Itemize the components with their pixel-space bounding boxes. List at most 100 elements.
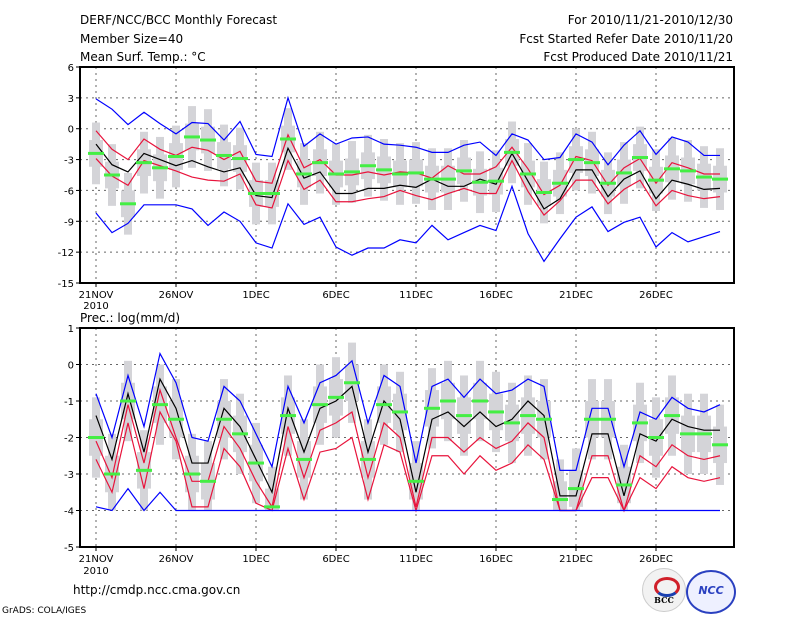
prec-marker — [648, 436, 664, 439]
prec-ytick-label: 0 — [68, 361, 74, 372]
prec-marker — [296, 457, 312, 461]
temp-ytick-label: -6 — [64, 186, 74, 197]
prec-marker — [232, 432, 248, 436]
temp-frame — [79, 66, 735, 284]
prec-marker — [104, 472, 120, 476]
prec-marker — [632, 421, 648, 425]
bcc-logo-text: BCC — [654, 595, 674, 605]
temp-marker — [216, 153, 232, 157]
temp-marker — [232, 157, 248, 161]
prec-marker — [136, 468, 152, 472]
prec-marker — [584, 417, 600, 421]
forecast-period: For 2010/11/21-2010/12/30 — [567, 13, 733, 27]
temp-marker — [408, 171, 424, 175]
prec-marker — [168, 417, 184, 421]
prec-year-label: 2010 — [83, 566, 108, 577]
temp-marker — [360, 164, 376, 168]
prec-ytick-label: 1 — [68, 324, 74, 335]
prec-marker — [680, 432, 696, 436]
prec-marker — [456, 414, 472, 418]
prec-xtick-label: 21DEC — [559, 554, 593, 565]
prec-marker — [392, 410, 408, 414]
temp-marker — [152, 166, 168, 170]
bottom-variable-label: Prec.: log(mm/d) — [80, 311, 181, 325]
temp-marker — [280, 137, 296, 141]
temp-marker — [264, 192, 280, 196]
prec-series-max — [95, 351, 721, 471]
temp-marker — [472, 180, 488, 184]
prec-marker — [280, 414, 296, 418]
temp-marker — [456, 169, 472, 173]
temp-ytick-label: 3 — [68, 94, 74, 105]
prec-ytick-label: -1 — [64, 397, 74, 408]
temp-xtick-label: 26NOV — [159, 290, 194, 301]
bcc-swirl-icon — [654, 577, 680, 597]
temp-ytick-label: -15 — [58, 279, 74, 290]
forecast-started-date: Fcst Started Refer Date 2010/11/20 — [519, 32, 733, 46]
temp-ytick-label: 6 — [68, 63, 74, 74]
temp-xtick-label: 6DEC — [322, 290, 349, 301]
temp-marker — [248, 192, 264, 196]
temp-marker — [696, 175, 712, 179]
prec-marker — [552, 498, 568, 502]
temp-marker — [424, 177, 440, 181]
prec-series-mean — [95, 377, 720, 497]
temp-marker — [376, 168, 392, 172]
temp-xtick-label: 16DEC — [479, 290, 513, 301]
temp-ytick-label: 0 — [68, 125, 74, 136]
temp-series-min — [95, 184, 721, 263]
temp-marker — [392, 172, 408, 176]
prec-marker — [440, 399, 456, 403]
prec-marker — [248, 461, 264, 465]
temp-xtick-label: 11DEC — [399, 290, 433, 301]
temp-marker — [440, 177, 456, 181]
prec-marker — [344, 381, 360, 385]
temp-marker — [712, 177, 728, 181]
prec-ytick-label: -4 — [64, 507, 74, 518]
prec-marker — [600, 417, 616, 421]
temp-marker — [184, 135, 200, 139]
prec-xtick-label: 11DEC — [399, 554, 433, 565]
temp-series-max — [95, 95, 720, 166]
grads-credit: GrADS: COLA/IGES — [2, 606, 87, 616]
chart-title: DERF/NCC/BCC Monthly Forecast — [80, 13, 278, 27]
temp-marker — [328, 172, 344, 176]
prec-ytick-label: -2 — [64, 434, 74, 445]
temp-marker — [200, 138, 216, 142]
prec-marker — [216, 417, 232, 421]
prec-marker — [712, 443, 728, 447]
temp-marker — [584, 161, 600, 165]
prec-xtick-label: 26NOV — [159, 554, 194, 565]
temp-ytick-label: -9 — [64, 217, 74, 228]
temp-marker — [504, 150, 520, 154]
ncc-logo-text: NCC — [698, 584, 724, 597]
prec-xtick-label: 26DEC — [639, 554, 673, 565]
source-url[interactable]: http://cmdp.ncc.cma.gov.cn — [73, 583, 241, 597]
prec-series-min — [95, 487, 720, 512]
prec-marker — [488, 410, 504, 414]
temp-marker — [632, 156, 648, 160]
temp-marker — [168, 154, 184, 158]
prec-marker — [536, 417, 552, 421]
temp-marker — [344, 170, 360, 174]
prec-marker — [472, 399, 488, 403]
prec-marker — [376, 403, 392, 407]
prec-marker — [200, 479, 216, 483]
temp-marker — [568, 158, 584, 162]
temp-marker — [120, 202, 136, 206]
temp-marker — [552, 181, 568, 185]
temp-series-lower — [95, 158, 721, 217]
prec-marker — [88, 436, 104, 439]
temp-series-mean — [95, 143, 721, 210]
temp-ytick-label: -3 — [64, 156, 74, 167]
temp-ytick-label: -12 — [58, 248, 74, 259]
prec-marker — [408, 479, 424, 483]
temp-xtick-label: 21DEC — [559, 290, 593, 301]
prec-marker — [424, 406, 440, 410]
temp-xtick-label: 1DEC — [242, 290, 269, 301]
prec-marker — [696, 432, 712, 436]
forecast-produced-date: Fcst Produced Date 2010/11/21 — [543, 50, 733, 64]
bcc-logo: BCC — [642, 568, 686, 612]
top-variable-label: Mean Surf. Temp.: °C — [80, 50, 206, 64]
